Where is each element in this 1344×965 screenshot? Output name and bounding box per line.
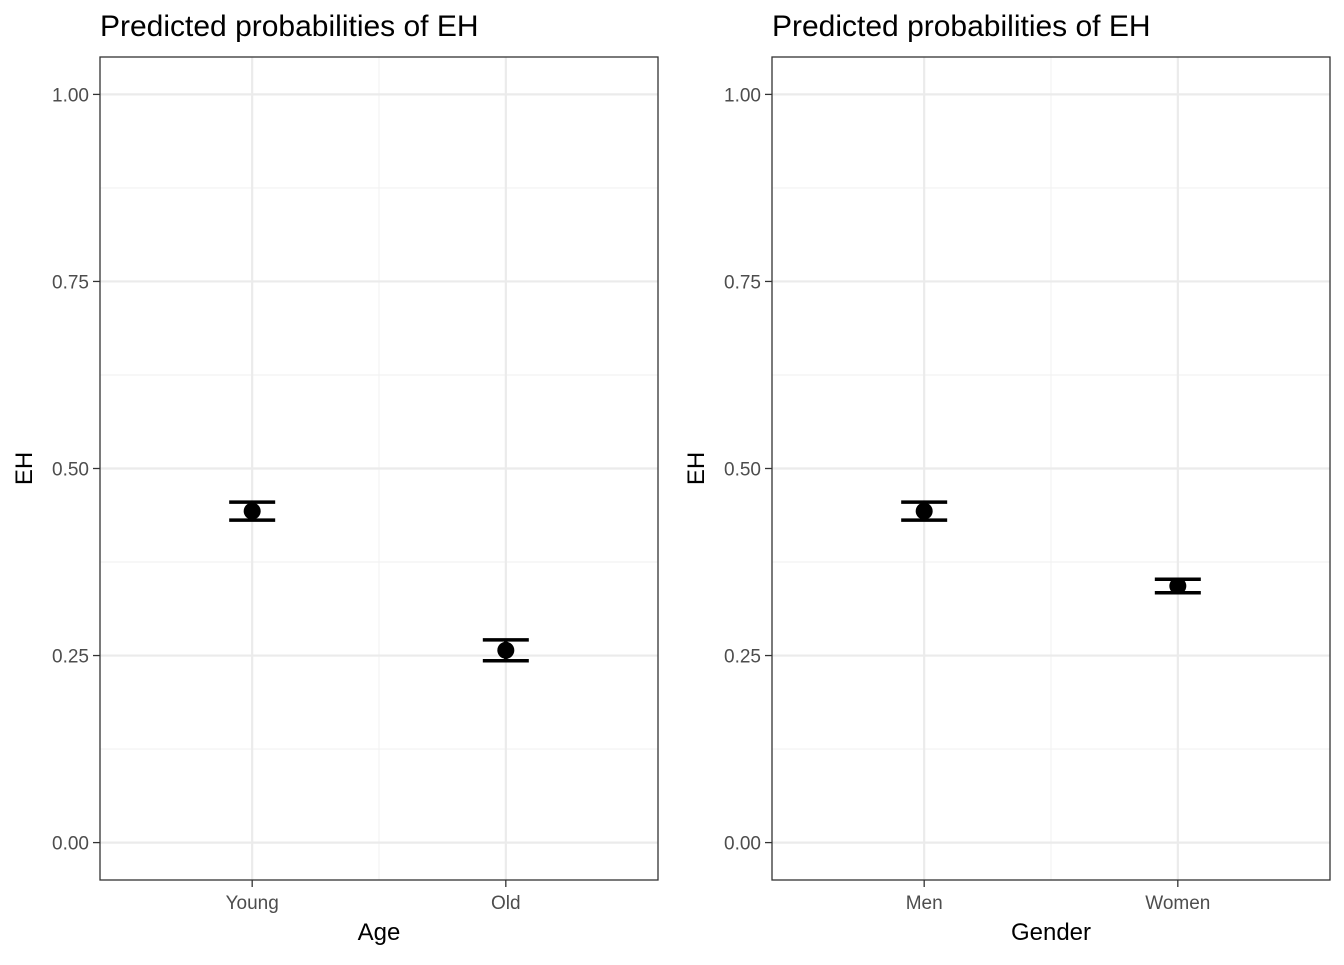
right-x-tick-label-men: Men (906, 893, 943, 914)
left-y-tick-label: 0.25 (52, 647, 89, 668)
right-point-women (1169, 577, 1187, 595)
right-y-tick-label: 0.50 (724, 460, 761, 481)
left-y-axis-title: EH (11, 452, 38, 485)
right-y-tick-label: 0.75 (724, 272, 761, 293)
left-x-tick-label-young: Young (226, 893, 279, 914)
left-x-axis-title: Age (358, 919, 401, 946)
left-point-old (497, 641, 515, 659)
left-y-tick-label: 0.75 (52, 272, 89, 293)
right-panel-title: Predicted probabilities of EH (772, 10, 1151, 43)
right-x-axis-title: Gender (1011, 919, 1091, 946)
left-panel-title: Predicted probabilities of EH (100, 10, 479, 43)
right-x-tick-label-women: Women (1145, 893, 1210, 914)
right-y-tick-label: 0.00 (724, 834, 761, 855)
left-y-tick-label: 0.50 (52, 460, 89, 481)
left-point-young (243, 502, 261, 520)
left-y-tick-label: 1.00 (52, 85, 89, 106)
left-x-tick-label-old: Old (491, 893, 521, 914)
right-y-axis-title: EH (683, 452, 710, 485)
right-y-tick-label: 1.00 (724, 85, 761, 106)
right-y-tick-label: 0.25 (724, 647, 761, 668)
left-y-tick-label: 0.00 (52, 834, 89, 855)
right-point-men (915, 502, 933, 520)
